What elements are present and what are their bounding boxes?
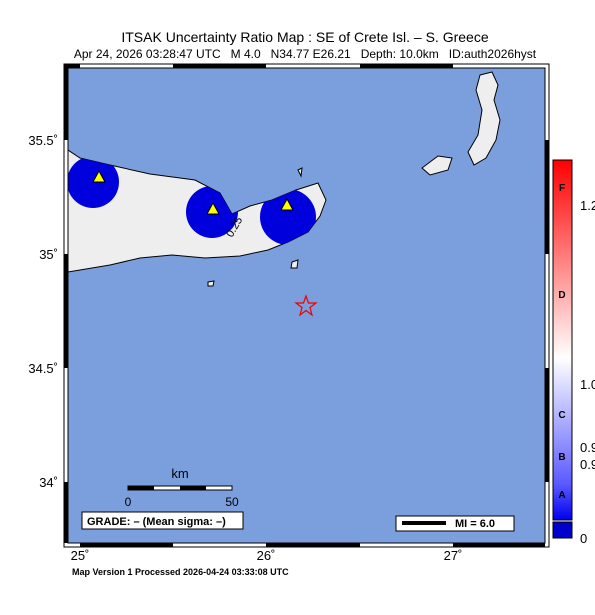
- grade-box: [81, 511, 244, 530]
- lon-label: 27˚: [444, 548, 463, 563]
- grade-letter: A: [558, 490, 565, 501]
- scale-start: 0: [125, 495, 132, 509]
- lat-label: 35˚: [39, 247, 58, 262]
- epicenter: [294, 294, 318, 317]
- footer: Map Version 1 Processed 2026-04-24 03:33…: [72, 567, 289, 577]
- kasos: [421, 155, 453, 176]
- legend-box: [395, 515, 515, 532]
- legend-text: MI = 6.0: [455, 518, 495, 530]
- title: ITSAK Uncertainty Ratio Map : SE of Cret…: [121, 29, 488, 45]
- scale-unit: km: [171, 466, 188, 481]
- station: [92, 169, 106, 183]
- colorbar-value: 1.2: [580, 198, 595, 213]
- grade-letter: D: [558, 290, 565, 301]
- station: [206, 201, 220, 215]
- station: [280, 197, 294, 211]
- karpathos: [467, 71, 501, 166]
- colorbar: F D C B A 1.2 1.0 0.9 0.9 0: [552, 159, 595, 546]
- frame-border: [63, 63, 550, 548]
- colorbar-value: 0: [580, 531, 587, 546]
- map: 0.25: [68, 68, 545, 543]
- lon-label: 25˚: [71, 548, 90, 563]
- colorbar-value: 0.9: [580, 457, 595, 472]
- grade-letter: B: [558, 452, 565, 463]
- grade-letter: C: [558, 410, 565, 421]
- colorbar-value: 1.0: [580, 377, 595, 392]
- scale-end: 50: [225, 495, 239, 509]
- grade: GRADE: – (Mean sigma: –): [87, 516, 226, 528]
- sea: [68, 68, 545, 543]
- lat-label: 35.5˚: [28, 133, 58, 148]
- scale-bar: km 0 50: [125, 466, 239, 509]
- colorbar-value: 0.9: [580, 440, 595, 455]
- islets: [207, 167, 303, 287]
- lon-label: 26˚: [257, 548, 276, 563]
- grade-letter: F: [559, 183, 565, 194]
- lat-label: 34.5˚: [28, 361, 58, 376]
- subtitle: Apr 24, 2026 03:28:47 UTC M 4.0 N34.77 E…: [74, 47, 537, 61]
- lat-label: 34˚: [39, 475, 58, 490]
